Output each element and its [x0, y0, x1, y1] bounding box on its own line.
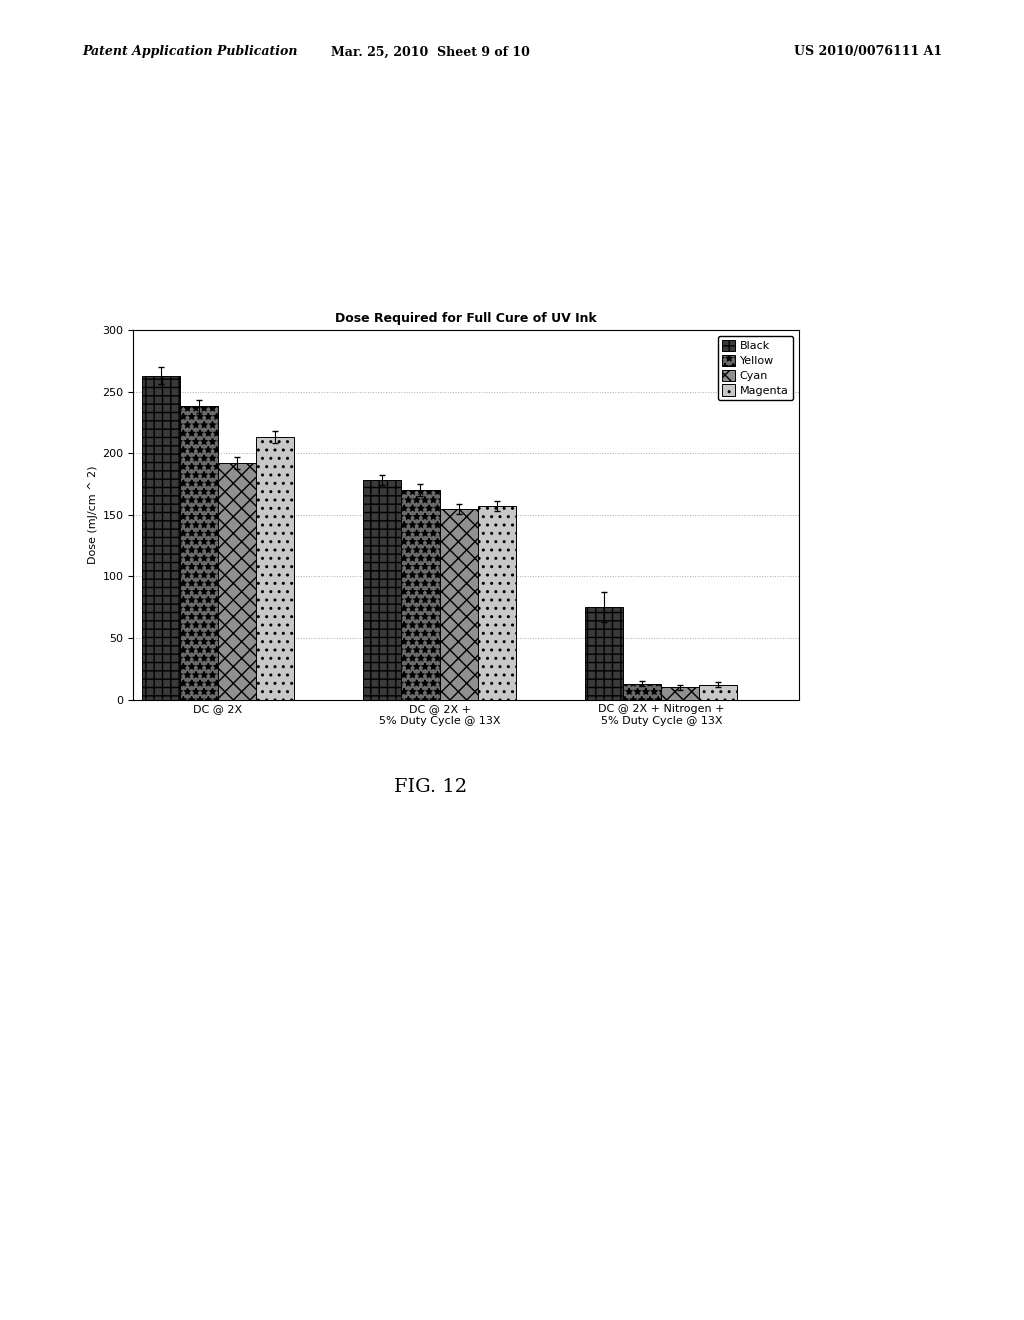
Bar — [699, 685, 737, 700]
Bar — [439, 508, 477, 700]
Bar — [624, 684, 662, 700]
Y-axis label: Dose (mJ/cm ^ 2): Dose (mJ/cm ^ 2) — [88, 466, 98, 564]
Text: Patent Application Publication: Patent Application Publication — [82, 45, 297, 58]
Bar — [477, 506, 515, 700]
Bar — [141, 376, 179, 700]
Title: Dose Required for Full Cure of UV Ink: Dose Required for Full Cure of UV Ink — [335, 312, 597, 325]
Text: US 2010/0076111 A1: US 2010/0076111 A1 — [794, 45, 942, 58]
Bar — [218, 463, 256, 700]
Text: Mar. 25, 2010  Sheet 9 of 10: Mar. 25, 2010 Sheet 9 of 10 — [331, 45, 529, 58]
Bar — [364, 480, 401, 700]
Bar — [179, 407, 218, 700]
Bar — [401, 490, 439, 700]
Bar — [586, 607, 624, 700]
Text: FIG. 12: FIG. 12 — [393, 777, 467, 796]
Bar — [256, 437, 294, 700]
Legend: Black, Yellow, Cyan, Magenta: Black, Yellow, Cyan, Magenta — [718, 335, 794, 400]
Bar — [662, 688, 699, 700]
